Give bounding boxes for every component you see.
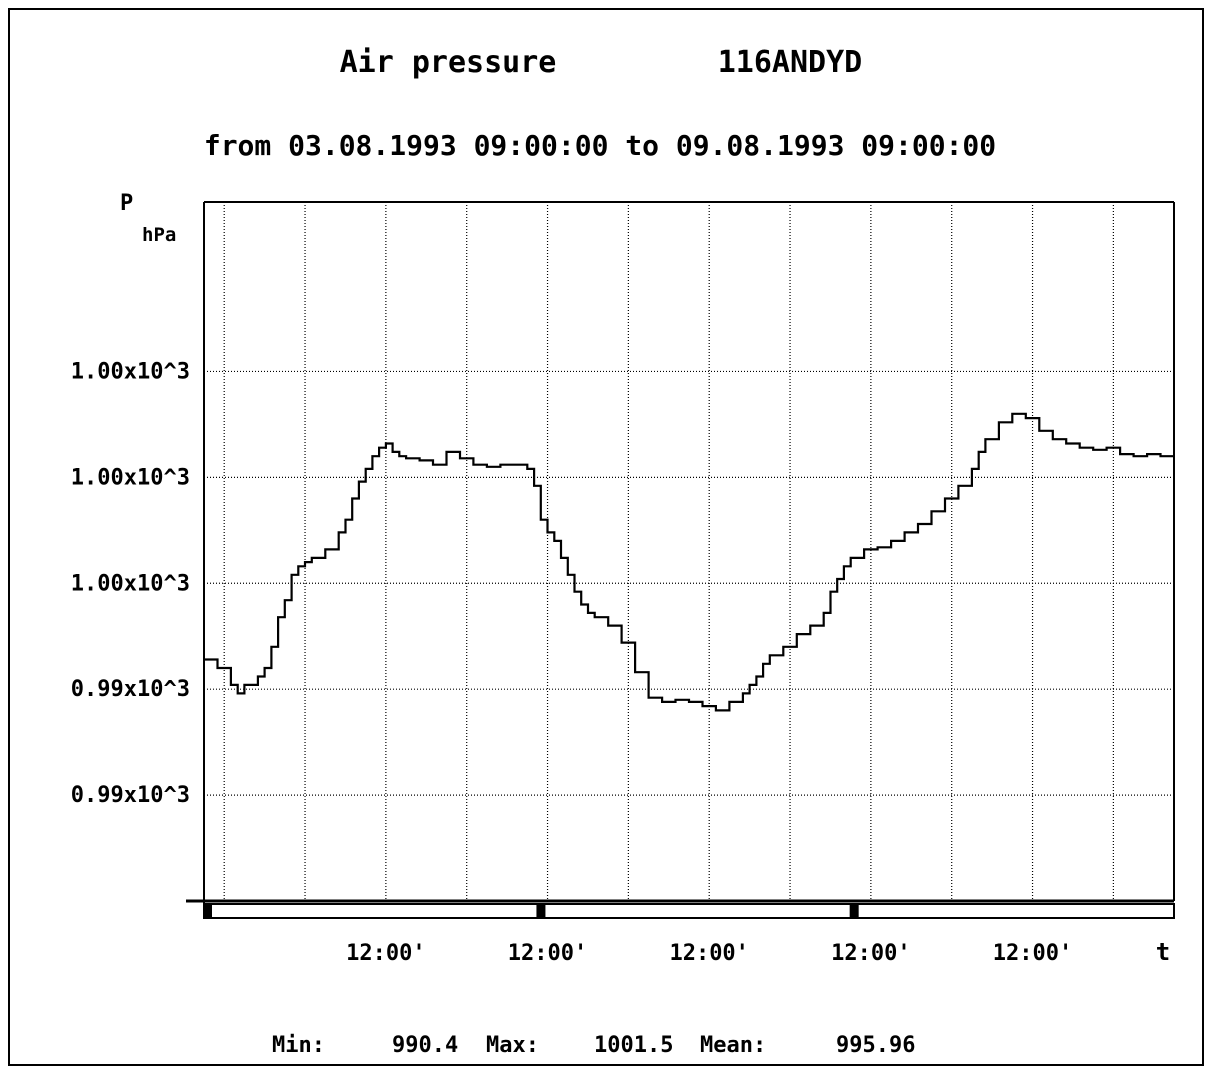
max-value: 1001.5 bbox=[594, 1033, 673, 1058]
y-tick-label-3: 0.99x10^3 bbox=[71, 677, 190, 702]
y-axis-unit: hPa bbox=[142, 224, 176, 246]
x-axis-label: t bbox=[1156, 938, 1170, 966]
x-tick-labels: 12:00' 12:00' 12:00' 12:00' 12:00' bbox=[346, 941, 1072, 966]
y-tick-label-2: 1.00x10^3 bbox=[71, 571, 190, 596]
x-tick-label-1: 12:00' bbox=[508, 941, 587, 966]
y-axis-label: P bbox=[120, 191, 133, 216]
day-mark-1 bbox=[536, 903, 546, 919]
stats-footer: Min: 990.4 Max: 1001.5 Mean: 995.96 bbox=[272, 1033, 915, 1058]
chart-frame bbox=[8, 8, 1204, 1066]
plot-axes bbox=[186, 201, 1175, 919]
x-tick-label-4: 12:00' bbox=[993, 941, 1072, 966]
min-value: 990.4 bbox=[392, 1033, 458, 1058]
x-tick-label-2: 12:00' bbox=[669, 941, 748, 966]
min-label: Min: bbox=[272, 1033, 325, 1058]
day-mark-0 bbox=[203, 903, 212, 919]
pressure-series bbox=[204, 412, 1174, 712]
mean-label: Mean: bbox=[700, 1033, 766, 1058]
day-mark-2 bbox=[849, 903, 859, 919]
chart-title: Air pressure bbox=[340, 45, 557, 80]
chart-subtitle: from 03.08.1993 09:00:00 to 09.08.1993 0… bbox=[204, 129, 996, 162]
x-tick-label-3: 12:00' bbox=[831, 941, 910, 966]
mean-value: 995.96 bbox=[836, 1033, 915, 1058]
max-label: Max: bbox=[486, 1033, 539, 1058]
y-tick-label-1: 1.00x10^3 bbox=[71, 465, 190, 490]
y-tick-labels: 1.00x10^3 1.00x10^3 1.00x10^3 0.99x10^3 0.99… bbox=[71, 359, 190, 808]
station-id: 116ANDYD bbox=[718, 45, 863, 80]
series-line-0 bbox=[204, 412, 1174, 712]
plot-grid bbox=[204, 202, 1174, 901]
day-band bbox=[203, 903, 1175, 919]
y-tick-label-0: 1.00x10^3 bbox=[71, 359, 190, 384]
x-tick-label-0: 12:00' bbox=[346, 941, 425, 966]
y-tick-label-4: 0.99x10^3 bbox=[71, 783, 190, 808]
